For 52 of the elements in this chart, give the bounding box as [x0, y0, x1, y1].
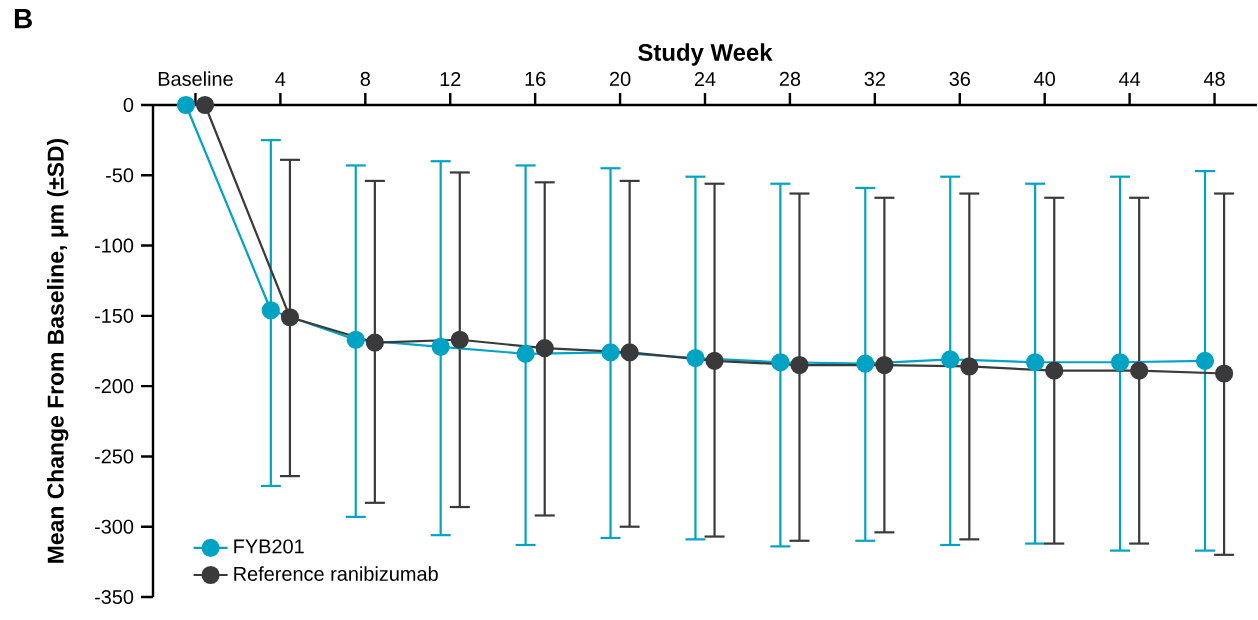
x-tick-label: 20	[610, 71, 631, 86]
point	[705, 351, 724, 370]
text: B	[14, 9, 32, 29]
point	[1214, 364, 1234, 383]
point	[450, 330, 469, 349]
point	[1026, 353, 1045, 372]
point	[280, 308, 300, 327]
point	[431, 337, 450, 356]
x-tick-label: 48	[1203, 71, 1225, 86]
x-tick-label: 36	[949, 71, 970, 86]
x-tick-label: 28	[779, 71, 801, 86]
x-tick-label: 32	[864, 71, 885, 86]
point	[261, 301, 280, 320]
legend-label: FYB201	[234, 539, 304, 554]
y-axis-title: Mean Change From Baseline, μm (±SD)	[46, 138, 69, 563]
point	[346, 330, 365, 349]
y-tick-label: 0	[123, 97, 134, 113]
y-tick-label: -250	[94, 449, 134, 464]
point	[601, 343, 620, 362]
point	[875, 355, 894, 375]
point	[771, 353, 790, 372]
point	[176, 95, 196, 115]
legend-label: Reference ranibizumab	[234, 566, 438, 581]
point	[686, 348, 705, 368]
point	[516, 344, 535, 363]
x-tick-label: 4	[275, 72, 286, 86]
point	[856, 354, 875, 373]
point	[1045, 361, 1064, 380]
point	[1130, 361, 1149, 380]
y-tick-label: -50	[106, 168, 134, 183]
point	[535, 339, 554, 358]
x-axis-title: Study Week	[638, 43, 773, 66]
y-tick-label: -300	[94, 519, 134, 534]
y-tick-label: -150	[94, 308, 134, 323]
point	[365, 333, 384, 352]
point	[1110, 353, 1130, 372]
y-tick-label: -100	[94, 238, 134, 253]
x-tick-label: 16	[525, 71, 546, 86]
x-tick-label: 40	[1034, 71, 1055, 86]
point	[790, 355, 809, 375]
x-tick-label: 12	[440, 72, 461, 86]
x-tick-label: 24	[694, 72, 716, 86]
point	[195, 95, 215, 115]
y-tick-label: -350	[94, 589, 134, 605]
y-tick-label: -200	[94, 379, 134, 394]
x-tick-label: 8	[360, 71, 370, 86]
point	[620, 343, 639, 362]
point	[960, 357, 979, 376]
point	[941, 350, 960, 369]
x-tick-label: Baseline	[158, 71, 233, 86]
x-tick-label: 44	[1119, 72, 1141, 86]
point	[1195, 351, 1215, 370]
